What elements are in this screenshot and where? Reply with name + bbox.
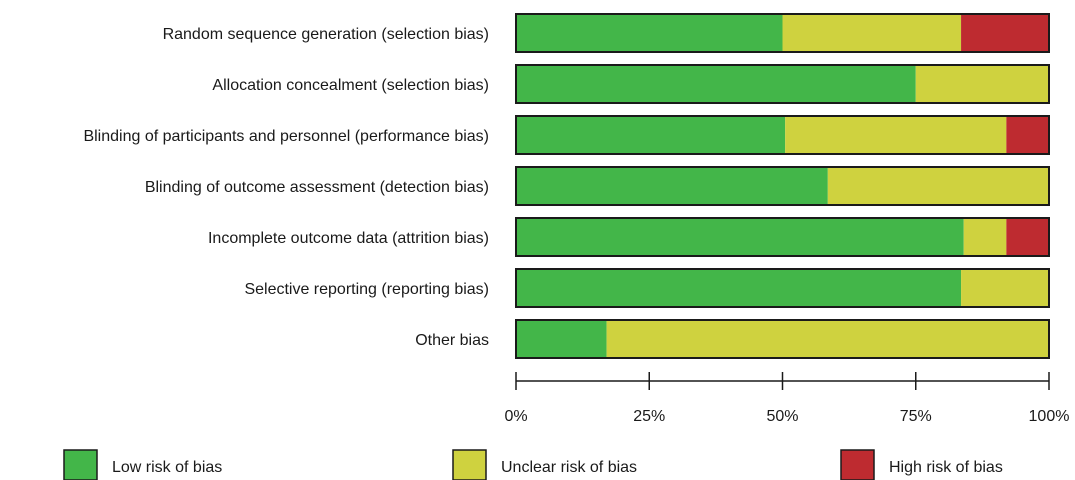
- x-tick-label: 25%: [633, 408, 665, 425]
- x-tick-label: 50%: [766, 408, 798, 425]
- bar-outline: [515, 13, 1050, 53]
- legend-label: Low risk of bias: [112, 459, 222, 476]
- x-tick-label: 0%: [504, 408, 527, 425]
- bar-outline: [515, 319, 1050, 359]
- bar-segment-unclear-risk-of-bias: [782, 14, 962, 52]
- bar-segment-low-risk-of-bias: [516, 116, 786, 154]
- category-label: Other bias: [415, 332, 489, 349]
- x-tick-label: 75%: [900, 408, 932, 425]
- x-tick-label: 100%: [1029, 408, 1070, 425]
- bar-outline: [515, 166, 1050, 206]
- category-label: Allocation concealment (selection bias): [212, 77, 489, 94]
- bar-segment-low-risk-of-bias: [516, 269, 962, 307]
- bar-segment-unclear-risk-of-bias: [961, 269, 1049, 307]
- legend-swatch: [63, 449, 98, 480]
- category-label: Random sequence generation (selection bi…: [163, 26, 489, 43]
- category-label: Blinding of outcome assessment (detectio…: [145, 179, 489, 196]
- bar-segment-low-risk-of-bias: [516, 167, 828, 205]
- x-axis: 0% 25% 50% 75% 100%: [504, 372, 1069, 425]
- bar-segment-high-risk-of-bias: [1006, 116, 1049, 154]
- bar-segment-low-risk-of-bias: [516, 320, 607, 358]
- category-label: Incomplete outcome data (attrition bias): [208, 230, 489, 247]
- bar-segment-low-risk-of-bias: [516, 218, 964, 256]
- bar-segment-unclear-risk-of-bias: [827, 167, 1049, 205]
- bar-segment-low-risk-of-bias: [516, 65, 916, 103]
- legend-swatch: [452, 449, 487, 480]
- category-labels: Random sequence generation (selection bi…: [83, 26, 489, 349]
- bar-segment-unclear-risk-of-bias: [606, 320, 1049, 358]
- bar-segment-unclear-risk-of-bias: [915, 65, 1049, 103]
- bar-segment-unclear-risk-of-bias: [785, 116, 1007, 154]
- bar-outline: [515, 64, 1050, 104]
- legend-label: High risk of bias: [889, 459, 1003, 476]
- bar-outline: [515, 217, 1050, 257]
- legend-label: Unclear risk of bias: [501, 459, 637, 476]
- bars: [515, 13, 1050, 359]
- legend: Low risk of bias Unclear risk of bias High…: [63, 449, 1003, 480]
- category-label: Blinding of participants and personnel (…: [83, 128, 489, 145]
- bar-segment-unclear-risk-of-bias: [963, 218, 1007, 256]
- bar-segment-high-risk-of-bias: [961, 14, 1049, 52]
- legend-swatch: [840, 449, 875, 480]
- bar-segment-low-risk-of-bias: [516, 14, 783, 52]
- bar-outline: [515, 268, 1050, 308]
- bar-outline: [515, 115, 1050, 155]
- category-label: Selective reporting (reporting bias): [244, 281, 489, 298]
- bar-segment-high-risk-of-bias: [1006, 218, 1049, 256]
